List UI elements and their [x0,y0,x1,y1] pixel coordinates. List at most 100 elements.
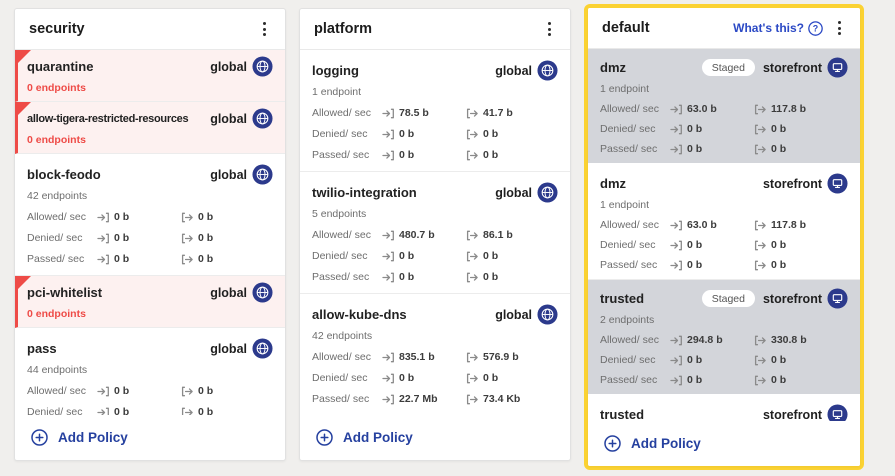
policy-name: allow-kube-dns [312,307,407,322]
add-policy-label: Add Policy [631,436,701,451]
storefront-icon [827,173,848,194]
tier-header-security: security [15,9,285,50]
policy-card-trusted[interactable]: trusted storefront [588,396,860,421]
egress-icon [754,124,766,134]
stat-row-denied: Denied/ sec 0 b 0 b [600,354,787,366]
policy-name: logging [312,63,359,78]
alert-fold-corner-icon [18,276,31,289]
endpoints-count: 0 endpoints [27,82,86,94]
plus-icon [31,429,48,446]
kebab-menu-icon[interactable] [543,19,556,39]
ingress-icon [382,251,394,261]
stat-row-passed: Passed/ sec 0 b 0 b [600,143,787,155]
egress-value: 0 b [771,374,787,386]
policy-scope: global [210,111,247,126]
ingress-value: 0 b [687,354,703,366]
stat-row-passed: Passed/ sec 22.7 Mb 73.4 Kb [312,393,521,405]
policy-card-twilio-integration[interactable]: twilio-integration global 5 endpoints Al… [300,172,570,294]
policy-scope: storefront [762,407,822,422]
ingress-icon [97,407,109,415]
plus-icon [316,429,333,446]
egress-value: 0 b [198,211,214,223]
egress-icon [466,251,478,261]
egress-value: 117.8 b [771,103,807,115]
policy-scope: global [495,185,532,200]
endpoints-count: 42 endpoints [312,330,373,342]
policy-name: quarantine [27,59,94,74]
globe-icon [252,164,273,185]
stat-row-denied: Denied/ sec 0 b 0 b [312,128,499,140]
egress-value: 0 b [198,385,214,397]
staged-badge: Staged [701,290,755,307]
egress-value: 0 b [483,250,499,262]
ingress-value: 0 b [399,271,415,283]
ingress-icon [382,129,394,139]
add-policy-button[interactable]: Add Policy [300,415,570,460]
policy-name: block-feodo [27,167,101,182]
policy-card-allow-tigera-restricted-resources[interactable]: allow-tigera-restricted-resources global… [15,102,285,154]
egress-value: 117.8 b [771,219,807,231]
tier-column-security: security quarantine global 0 endpoints a [14,8,286,461]
policy-name: pci-whitelist [27,285,103,300]
policy-card-allow-kube-dns[interactable]: allow-kube-dns global 42 endpoints Allow… [300,294,570,415]
egress-icon [466,230,478,240]
alert-fold-corner-icon [18,50,31,63]
policy-scope: global [210,285,247,300]
stat-row-allowed: Allowed/ sec 78.5 b 41.7 b [312,107,513,119]
policy-card-quarantine[interactable]: quarantine global 0 endpoints [15,50,285,102]
egress-icon [181,254,193,264]
kebab-menu-icon[interactable] [833,18,846,38]
stat-row-denied: Denied/ sec 0 b 0 b [312,372,499,384]
globe-icon [537,182,558,203]
ingress-icon [670,355,682,365]
policy-card-pass[interactable]: pass global 44 endpoints Allowed/ sec 0 … [15,328,285,415]
ingress-value: 0 b [687,123,703,135]
whats-this-link[interactable]: What's this? [733,20,823,36]
policy-card-block-feodo[interactable]: block-feodo global 42 endpoints Allowed/… [15,154,285,276]
add-policy-label: Add Policy [58,430,128,445]
policy-card-dmz-staged[interactable]: dmz Staged storefront 1 endpoint Allowed… [588,49,860,165]
egress-value: 86.1 b [483,229,513,241]
plus-icon [604,435,621,452]
policy-card-trusted-staged[interactable]: trusted Staged storefront 2 endpoints Al… [588,280,860,396]
policy-card-logging[interactable]: logging global 1 endpoint Allowed/ sec 7… [300,50,570,172]
globe-icon [252,56,273,77]
ingress-value: 0 b [114,406,130,415]
ingress-icon [670,220,682,230]
egress-icon [466,394,478,404]
add-policy-button[interactable]: Add Policy [588,421,860,466]
stat-row-allowed: Allowed/ sec 294.8 b 330.8 b [600,334,807,346]
tier-cards-security: quarantine global 0 endpoints allow-tige… [15,50,285,415]
add-policy-label: Add Policy [343,430,413,445]
ingress-icon [670,375,682,385]
ingress-icon [670,335,682,345]
ingress-icon [382,230,394,240]
policy-card-pci-whitelist[interactable]: pci-whitelist global 0 endpoints [15,276,285,328]
ingress-value: 22.7 Mb [399,393,438,405]
ingress-value: 835.1 b [399,351,435,363]
endpoints-count: 5 endpoints [312,208,367,220]
egress-icon [754,355,766,365]
ingress-value: 0 b [114,385,130,397]
help-icon[interactable] [808,20,823,36]
policy-name: allow-tigera-restricted-resources [27,112,189,125]
endpoints-count: 0 endpoints [27,308,86,320]
egress-icon [754,104,766,114]
tier-header-default: default What's this? [588,8,860,49]
ingress-icon [382,352,394,362]
egress-value: 0 b [483,149,499,161]
kebab-menu-icon[interactable] [258,19,271,39]
policy-scope: global [210,341,247,356]
endpoints-count: 1 endpoint [312,86,362,98]
egress-icon [754,144,766,154]
stat-row-allowed: Allowed/ sec 0 b 0 b [27,385,214,397]
policy-card-dmz[interactable]: dmz storefront 1 endpoint Allowed/ sec 6… [588,165,860,280]
ingress-icon [670,260,682,270]
policy-scope: storefront [762,291,822,306]
ingress-icon [670,104,682,114]
stat-row-passed: Passed/ sec 0 b 0 b [600,259,787,271]
add-policy-button[interactable]: Add Policy [15,415,285,460]
egress-value: 330.8 b [771,334,807,346]
stat-row-passed: Passed/ sec 0 b 0 b [600,374,787,386]
